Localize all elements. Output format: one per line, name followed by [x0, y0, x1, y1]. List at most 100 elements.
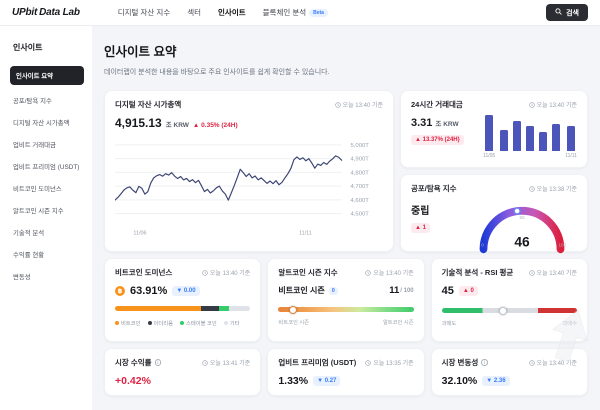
volume-bar	[552, 115, 561, 159]
search-icon	[555, 8, 562, 17]
dominance-stacked-bar	[115, 306, 251, 311]
sidebar-item-insight-summary[interactable]: 인사이트 요약	[10, 66, 84, 85]
dominance-change-badge: ▼ 0.00	[172, 286, 200, 296]
insight-sidebar: 인사이트 인사이트 요약 공포/탐욕 지수 디지털 자산 시가총액 업비트 거래…	[0, 26, 92, 410]
sidebar-item-trading-volume[interactable]: 업비트 거래대금	[13, 142, 56, 149]
market-cap-title: 디지털 자산 시가총액	[115, 100, 182, 109]
rsi-card[interactable]: 기술적 분석 - RSI 평균 오늘 13:40 기준 45 ▲ 0 과매도 과…	[430, 258, 588, 342]
volume-unit: 조 KRW	[435, 121, 459, 128]
page-subtitle: 데이터랩이 분석한 내용을 바탕으로 주요 인사이트를 쉽게 확인할 수 있습니…	[104, 69, 330, 76]
rsi-left-label: 과매도	[441, 321, 457, 327]
legend-item: 비트코인	[115, 319, 141, 327]
gauge-marker	[513, 207, 522, 216]
premium-title: 업비트 프리미엄 (USDT)	[278, 358, 357, 367]
info-icon[interactable]	[154, 359, 162, 366]
market-return-title: 시장 수익률	[115, 358, 152, 367]
clock-icon	[202, 359, 208, 366]
upbit-datalab-logo[interactable]: UPbit Data Lab	[12, 7, 80, 18]
dominance-legend: 비트코인 이더리움 스테이블 코인 기타	[115, 319, 250, 327]
market-return-timestamp: 오늘 13:41 기준	[209, 361, 251, 367]
gauge-value: 46	[514, 235, 530, 250]
volume-bar	[539, 115, 548, 159]
rsi-title: 기술적 분석 - RSI 평균	[441, 268, 514, 277]
fear-greed-title: 공포/탐욕 지수	[411, 184, 457, 193]
dominance-value: 63.91%	[130, 285, 168, 297]
sidebar-item-altcoin-season[interactable]: 알트코인 시즌 지수	[13, 208, 64, 215]
legend-dot-icon	[115, 321, 119, 325]
y-tick-label: 4,600T	[350, 198, 369, 204]
sidebar-item-premium-usdt[interactable]: 업비트 프리미엄 (USDT)	[13, 164, 80, 171]
volatility-card[interactable]: 시장 변동성 오늘 13:40 기준 32.10% ▼ 2.36	[430, 348, 588, 396]
legend-dot-icon	[147, 321, 152, 325]
premium-timestamp: 오늘 13:35 기준	[373, 361, 414, 367]
volume-bar	[513, 115, 522, 159]
fear-greed-label: 중립	[411, 206, 430, 217]
clock-icon	[528, 185, 535, 192]
gauge-tick-0: 0	[481, 243, 484, 248]
volume-x-tick: 11/05	[483, 153, 496, 159]
market-cap-line-svg: 5,000T 4,900T 4,800T 4,700T 4,600T 4,500T 11/0…	[114, 143, 369, 236]
sidebar-item-technical-analysis[interactable]: 기술적 분석	[13, 230, 45, 237]
clock-icon	[528, 101, 535, 108]
market-cap-card[interactable]: 디지털 자산 시가총액 오늘 13:40 기준 4,915.13 조 KRW ▲…	[104, 90, 394, 252]
sidebar-item-returns[interactable]: 수익률 현황	[13, 252, 45, 259]
info-icon[interactable]	[481, 359, 488, 366]
x-tick-label: 11/06	[133, 230, 146, 236]
y-tick-label: 4,700T	[350, 184, 369, 190]
clock-icon	[528, 359, 535, 366]
rsi-slider	[441, 306, 577, 315]
fear-greed-change-badge: ▲ 1	[411, 223, 430, 233]
bitcoin-icon: ฿	[115, 286, 125, 296]
legend-item: 기타	[223, 319, 239, 327]
volume-bar: 11/05	[483, 115, 495, 159]
sidebar-item-btc-dominance[interactable]: 비트코인 도미넌스	[13, 186, 62, 193]
dominance-segment	[228, 306, 251, 311]
y-tick-label: 4,500T	[350, 212, 369, 218]
altseason-value: 11	[389, 285, 400, 296]
legend-item: 이더리움	[147, 319, 173, 327]
dominance-timestamp: 오늘 13:40 기준	[209, 271, 251, 277]
market-cap-change: ▲ 0.35% (24H)	[192, 122, 238, 129]
menu-blockchain-analysis[interactable]: 블록체인 분석 Beta	[263, 7, 328, 18]
dominance-card[interactable]: 비트코인 도미넌스 오늘 13:40 기준 ฿ 63.91% ▼ 0.00 비트…	[104, 258, 262, 342]
legend-item: 스테이블 코인	[180, 319, 217, 327]
volatility-change-badge: ▼ 2.36	[482, 376, 510, 386]
menu-digital-asset-index[interactable]: 디지털 자산 지수	[117, 8, 171, 17]
dominance-title: 비트코인 도미넌스	[115, 268, 173, 277]
premium-card[interactable]: 업비트 프리미엄 (USDT) 오늘 13:35 기준 1.33% ▼ 0.27	[267, 348, 425, 396]
legend-dot-icon	[223, 321, 228, 325]
altseason-season-label: 비트코인 시즌	[278, 286, 325, 295]
volume-change-badge: ▲ 13.37% (24H)	[411, 135, 464, 145]
rsi-slider-knob	[498, 306, 507, 315]
menu-sector[interactable]: 섹터	[187, 8, 202, 17]
fear-greed-timestamp: 오늘 13:38 기준	[536, 187, 577, 193]
sidebar-item-volatility[interactable]: 변동성	[13, 274, 31, 281]
altseason-slider-knob	[289, 305, 298, 314]
legend-dot-icon	[180, 321, 184, 325]
beta-badge: Beta	[309, 8, 328, 17]
fear-greed-gauge: 0 50 100 46	[467, 196, 577, 259]
volume-bar: 11/11	[565, 115, 577, 159]
dominance-segment	[115, 306, 202, 311]
volume-card[interactable]: 24시간 거래대금 오늘 13:40 기준 3.31 조 KRW ▲ 13.37…	[400, 90, 588, 168]
sidebar-item-fear-greed[interactable]: 공포/탐욕 지수	[13, 98, 52, 105]
rsi-change-badge: ▲ 0	[458, 286, 478, 296]
market-return-card[interactable]: 시장 수익률 오늘 13:41 기준 +0.42%	[104, 348, 262, 396]
fear-greed-card[interactable]: 공포/탐욕 지수 오늘 13:38 기준 중립 ▲ 1 0 50 100 46	[400, 174, 588, 254]
menu-insight[interactable]: 인사이트	[218, 8, 246, 17]
premium-value: 1.33%	[278, 375, 309, 387]
market-cap-value: 4,915.13	[115, 116, 162, 130]
sidebar-item-market-cap[interactable]: 디지털 자산 시가총액	[13, 120, 70, 127]
market-cap-timestamp: 오늘 13:40 기준	[342, 103, 383, 109]
volume-bar	[526, 115, 535, 159]
gauge-tick-100: 100	[559, 243, 567, 248]
volume-value: 3.31	[411, 117, 433, 129]
search-button[interactable]: 검색	[546, 4, 588, 21]
dominance-segment	[219, 306, 229, 311]
altseason-card[interactable]: 알트코인 시즌 지수 오늘 13:40 기준 비트코인 시즌 0 11 / 10…	[267, 258, 425, 342]
y-tick-label: 5,000T	[350, 143, 369, 149]
altseason-max: / 100	[400, 287, 414, 294]
x-tick-label: 11/11	[299, 230, 312, 236]
clock-icon	[365, 269, 371, 276]
